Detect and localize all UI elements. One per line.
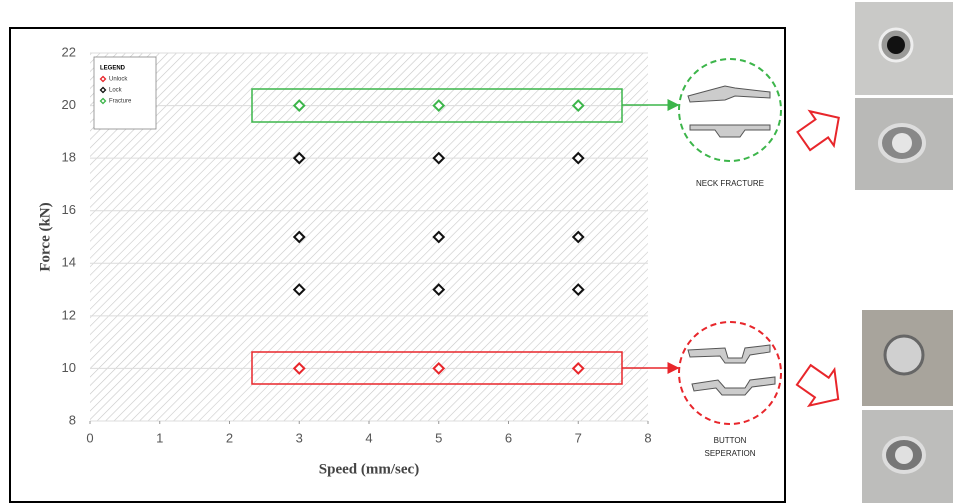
point xyxy=(571,230,585,244)
x-tick-label: 5 xyxy=(435,430,442,445)
x-axis-title: Speed (mm/sec) xyxy=(319,461,419,477)
point xyxy=(292,362,306,375)
legend-label: Lock xyxy=(109,88,123,94)
x-tick-label: 1 xyxy=(156,430,163,445)
legend-marker xyxy=(99,86,107,94)
hollow-arrow xyxy=(796,109,840,152)
point xyxy=(571,151,585,165)
detail-circle xyxy=(678,58,782,162)
point xyxy=(292,230,306,244)
y-tick-label: 18 xyxy=(62,150,76,165)
point xyxy=(571,362,585,375)
legend-marker xyxy=(99,75,107,83)
legend-label: Fracture xyxy=(109,99,132,105)
grid xyxy=(90,52,648,422)
legend-title: LEGEND xyxy=(100,66,126,72)
x-tick-label: 7 xyxy=(575,430,582,445)
detail-circle xyxy=(678,321,782,425)
y-tick-label: 8 xyxy=(69,412,76,427)
point xyxy=(432,362,446,375)
point xyxy=(292,99,306,112)
y-axis-title: Force (kN) xyxy=(37,202,53,271)
x-tick-label: 2 xyxy=(226,430,233,445)
point xyxy=(292,151,306,165)
photos xyxy=(855,2,953,503)
y-tick-label: 16 xyxy=(62,202,76,217)
point xyxy=(432,230,446,244)
point xyxy=(432,99,446,112)
x-tick-label: 6 xyxy=(505,430,512,445)
y-tick-label: 14 xyxy=(62,255,76,270)
y-tick-label: 10 xyxy=(62,360,76,375)
plot-area xyxy=(90,53,648,421)
legend-box xyxy=(93,56,157,130)
button-separation-sketch xyxy=(687,344,776,396)
x-tick-label: 8 xyxy=(644,430,651,445)
legend-label: Unlock xyxy=(109,77,128,83)
legend-marker xyxy=(99,97,107,105)
neck-fracture-sketch xyxy=(687,85,771,138)
x-tick-label: 4 xyxy=(365,430,372,445)
y-tick-label: 12 xyxy=(62,307,76,322)
hollow-arrow xyxy=(795,363,840,408)
point xyxy=(571,99,585,112)
annotation: NECK FRACTURE xyxy=(695,179,764,188)
y-tick-label: 20 xyxy=(62,97,76,112)
x-tick-label: 3 xyxy=(296,430,303,445)
y-tick-label: 22 xyxy=(62,44,76,59)
legend: Unlock Lock Fracture xyxy=(99,75,132,105)
point xyxy=(571,283,585,296)
point xyxy=(432,151,446,165)
annotation: BUTTON SEPERATION xyxy=(704,436,756,458)
x-tick-label: 0 xyxy=(86,430,93,445)
point xyxy=(432,283,446,296)
point xyxy=(292,283,306,296)
